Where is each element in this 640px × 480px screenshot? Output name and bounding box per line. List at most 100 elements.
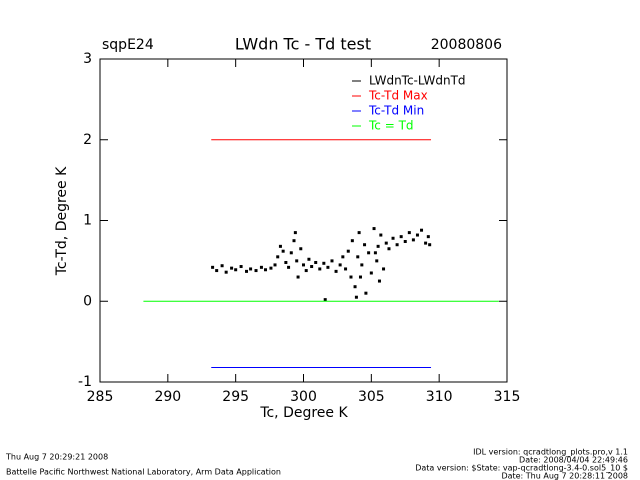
- scatter-point: [428, 243, 432, 247]
- x-tick-label: 305: [358, 389, 385, 405]
- legend-label: LWdnTc-LWdnTd: [369, 74, 466, 88]
- scatter-point: [276, 255, 280, 259]
- scatter-point: [411, 238, 415, 242]
- y-tick-label: 0: [83, 293, 92, 309]
- scatter-point: [341, 255, 345, 259]
- scatter-point: [287, 265, 291, 269]
- scatter-point: [415, 233, 419, 237]
- scatter-point: [220, 264, 224, 268]
- scatter-point: [373, 251, 377, 255]
- scatter-point: [350, 239, 354, 243]
- y-tick-label: 2: [83, 132, 92, 148]
- x-tick-label: 285: [87, 389, 114, 405]
- chart-title: LWdn Tc - Td test: [235, 35, 371, 54]
- scatter-point: [377, 279, 381, 283]
- scatter-point: [407, 231, 411, 235]
- scatter-point: [230, 266, 234, 270]
- scatter-point: [330, 259, 334, 263]
- scatter-point: [369, 271, 373, 275]
- scatter-point: [295, 259, 299, 263]
- scatter-point: [254, 269, 258, 273]
- scatter-point: [375, 259, 379, 263]
- scatter-point: [284, 260, 288, 264]
- scatter-point: [391, 236, 395, 240]
- footer-line: Date: 2008/04/04 22:49:46: [519, 456, 628, 465]
- scatter-point: [334, 269, 338, 273]
- date-label: 20080806: [431, 37, 502, 53]
- scatter-point: [273, 263, 277, 267]
- x-tick-label: 315: [494, 389, 521, 405]
- scatter-point: [296, 275, 300, 279]
- scatter-point: [354, 295, 358, 299]
- scatter-point: [346, 249, 350, 253]
- scatter-point: [310, 265, 314, 269]
- scatter-point: [395, 243, 399, 247]
- scatter-point: [302, 263, 305, 267]
- footer-line: Date: Thu Aug 7 20:28:11 2008: [501, 472, 628, 480]
- scatter-point: [382, 267, 386, 271]
- scatter-point: [403, 239, 407, 243]
- y-tick-label: -1: [78, 374, 92, 390]
- scatter-point: [358, 275, 362, 279]
- x-axis-label: Tc, Degree K: [259, 405, 348, 421]
- plot-frame: [99, 58, 508, 383]
- scatter-point: [363, 243, 367, 247]
- scatter-point: [372, 227, 376, 231]
- scatter-point: [426, 235, 430, 239]
- x-tick-label: 290: [154, 389, 181, 405]
- scatter-point: [264, 268, 268, 272]
- scatter-point: [384, 241, 388, 245]
- footer-institution: Battelle Pacific Northwest National Labo…: [6, 468, 281, 477]
- scatter-point: [326, 265, 330, 269]
- scatter-point: [249, 267, 253, 271]
- footer-timestamp: Thu Aug 7 20:29:21 2008: [5, 453, 108, 462]
- scatter-point: [357, 231, 361, 235]
- x-tick-label: 310: [426, 389, 453, 405]
- site-label: sqpE24: [102, 37, 154, 53]
- legend-label: Tc = Td: [368, 119, 414, 133]
- footer-line: IDL version: qcradtlong_plots.pro,v 1.1: [473, 448, 628, 457]
- scatter-point: [211, 265, 215, 269]
- y-tick-label: 1: [83, 213, 92, 229]
- scatter-point: [424, 241, 428, 245]
- scatter-point: [224, 270, 228, 274]
- scatter-point: [234, 268, 238, 272]
- scatter-point: [367, 251, 371, 255]
- scatter-point: [318, 267, 322, 271]
- scatter-point: [338, 263, 342, 267]
- scatter-point: [281, 249, 285, 253]
- scatter-point: [376, 244, 380, 248]
- scatter-point: [259, 265, 263, 269]
- scatter-point: [379, 233, 383, 237]
- scatter-point: [323, 298, 327, 302]
- scatter-point: [278, 244, 282, 248]
- scatter-point: [356, 255, 360, 259]
- y-axis-label: Tc-Td, Degree K: [54, 166, 70, 276]
- scatter-point: [299, 247, 303, 251]
- scatter-point: [353, 285, 357, 289]
- scatter-point: [349, 275, 353, 279]
- x-tick-label: 300: [290, 389, 317, 405]
- scatter-point: [239, 265, 243, 269]
- scatter-point: [245, 269, 249, 273]
- scatter-point: [360, 263, 364, 267]
- x-tick-label: 295: [222, 389, 249, 405]
- scatter-point: [344, 267, 348, 271]
- scatter-point: [307, 257, 311, 261]
- scatter-point: [399, 235, 403, 239]
- scatter-point: [215, 269, 219, 273]
- scatter-point: [293, 231, 297, 235]
- scatter-point: [314, 260, 318, 264]
- scatter-point: [322, 261, 326, 265]
- y-tick-label: 3: [83, 51, 92, 67]
- legend-label: Tc-Td Max: [368, 89, 428, 103]
- scatter-point: [292, 239, 296, 243]
- footer-line: Data version: $State: vap-qcradtlong-3.4…: [415, 464, 628, 473]
- scatter-point: [364, 291, 368, 295]
- scatter-point: [420, 228, 424, 232]
- legend-label: Tc-Td Min: [368, 104, 424, 118]
- scatter-point: [269, 266, 273, 270]
- scatter-point: [304, 269, 308, 273]
- scatter-point: [387, 247, 391, 251]
